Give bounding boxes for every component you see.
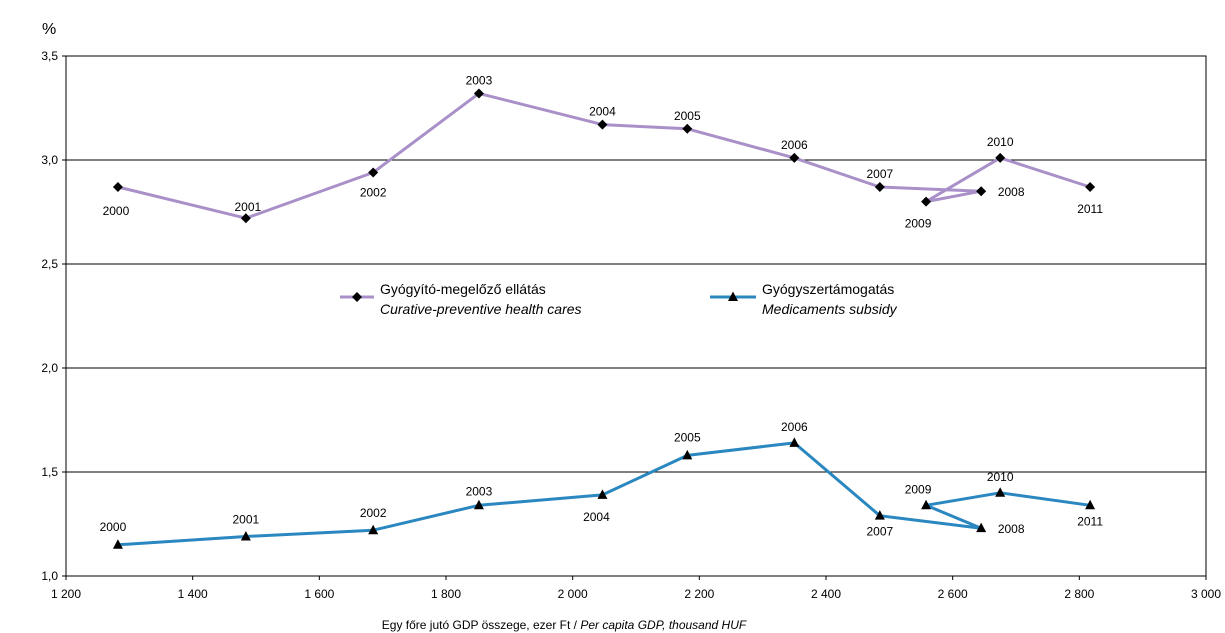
data-point-marker [240, 213, 251, 224]
data-label: 2007 [866, 167, 893, 181]
data-point-marker [874, 182, 885, 193]
y-tick-label: 1,0 [41, 569, 58, 583]
data-point-marker [976, 522, 987, 533]
data-point-marker [995, 487, 1006, 497]
x-tick-label: 1 800 [431, 587, 461, 601]
x-tick-label: 2 800 [1064, 587, 1094, 601]
x-tick-labels: 1 200 1 400 1 600 1 800 2 000 2 200 2 400 2 600… [51, 576, 1221, 601]
y-tick-labels: 1,0 1,5 2,0 2,5 3,0 3,5 [41, 49, 66, 583]
legend-swatch-medicaments-marker [728, 291, 738, 301]
data-label: 2004 [589, 105, 616, 119]
data-point-marker [789, 152, 800, 163]
data-label: 2006 [781, 420, 808, 434]
x-tick-label: 2 400 [811, 587, 841, 601]
data-point-marker [112, 182, 123, 193]
data-label: 2005 [674, 430, 701, 444]
x-tick-label: 1 600 [304, 587, 334, 601]
x-axis-title-separator: / [570, 618, 580, 632]
y-tick-label: 2,0 [41, 361, 58, 375]
data-point-marker [976, 186, 987, 197]
series-curative: 2000 2001 2002 2003 2004 2005 2006 2007 2008 2009… [103, 73, 1104, 230]
data-label: 2010 [987, 470, 1014, 484]
legend-item-medicaments: Gyógyszertámogatás Medicaments subsidy [710, 281, 898, 317]
data-point-marker [995, 152, 1006, 163]
data-point-marker [789, 437, 800, 447]
data-point-marker [597, 489, 608, 499]
x-tick-label: 1 400 [178, 587, 208, 601]
x-tick-label: 3 000 [1191, 587, 1221, 601]
data-label: 2011 [1077, 202, 1103, 216]
data-label: 2002 [360, 506, 387, 520]
x-axis-title-en: Per capita GDP, thousand HUF [580, 618, 747, 632]
y-tick-label: 3,0 [41, 153, 58, 167]
data-point-marker [240, 530, 251, 541]
data-point-marker [112, 539, 123, 549]
y-axis-unit-label: % [42, 21, 56, 38]
data-label: 2010 [987, 135, 1014, 149]
data-label: 2003 [466, 484, 493, 498]
grid-lines [66, 159, 1206, 473]
x-tick-label: 2 600 [938, 587, 968, 601]
data-label: 2001 [233, 512, 260, 526]
data-label: 2008 [998, 522, 1025, 536]
series-layer: 2000 2001 2002 2003 2004 2005 2006 2007 2008 2009… [100, 73, 1104, 549]
legend-label-curative: Gyógyító-megelőző ellátás [380, 281, 546, 297]
x-axis-title: Egy főre jutó GDP összege, ezer Ft / Per… [382, 618, 747, 632]
y-tick-label: 2,5 [41, 257, 58, 271]
data-label: 2006 [781, 138, 808, 152]
data-point-marker [1085, 499, 1096, 510]
data-label: 2005 [674, 109, 701, 123]
data-point-marker [921, 196, 932, 207]
legend-item-curative: Gyógyító-megelőző ellátás Curative-preve… [340, 281, 582, 317]
data-label: 2009 [905, 482, 932, 496]
data-point-marker [682, 123, 693, 134]
data-point-marker [368, 524, 379, 535]
series-line [117, 441, 1091, 547]
data-label: 2011 [1077, 514, 1103, 528]
data-label: 2007 [866, 525, 893, 539]
data-label: 2008 [998, 185, 1025, 199]
data-point-marker [874, 510, 885, 520]
y-tick-label: 1,5 [41, 465, 58, 479]
data-label: 2003 [466, 73, 493, 87]
data-label: 2002 [360, 185, 387, 199]
x-tick-label: 2 000 [558, 587, 588, 601]
data-point-marker [473, 88, 484, 99]
data-label: 2004 [583, 510, 610, 524]
legend-label-medicaments: Gyógyszertámogatás [762, 281, 894, 297]
series-medicaments: 2000 2001 2002 2003 2004 2005 2006 2007 2008 2009… [100, 420, 1103, 549]
legend: Gyógyító-megelőző ellátás Curative-preve… [340, 281, 898, 317]
data-point-marker [921, 499, 932, 510]
data-point-marker [368, 167, 379, 178]
x-tick-label: 1 200 [51, 587, 81, 601]
data-label: 2000 [103, 204, 130, 218]
data-point-marker [597, 119, 608, 130]
data-label: 2009 [905, 217, 932, 231]
legend-label-medicaments-en: Medicaments subsidy [762, 301, 898, 317]
legend-swatch-curative-marker [352, 292, 362, 302]
plot-area [65, 55, 1207, 577]
y-tick-label: 3,5 [41, 49, 58, 63]
x-tick-label: 2 200 [684, 587, 714, 601]
data-point-marker [1085, 182, 1096, 193]
data-label: 2000 [100, 520, 127, 534]
data-point-marker [473, 499, 484, 510]
series-line [117, 91, 1091, 220]
legend-label-curative-en: Curative-preventive health cares [380, 301, 582, 317]
data-label: 2001 [235, 200, 262, 214]
data-point-marker [682, 449, 693, 460]
x-axis-title-hu: Egy főre jutó GDP összege, ezer Ft [382, 618, 571, 632]
